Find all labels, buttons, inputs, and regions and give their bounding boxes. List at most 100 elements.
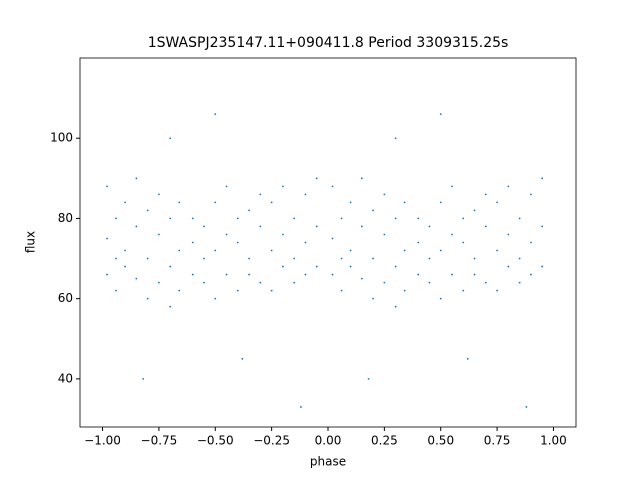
point [124, 265, 126, 268]
point [241, 357, 244, 360]
point [496, 201, 498, 204]
point [124, 249, 126, 252]
point [394, 265, 397, 268]
point [124, 201, 126, 204]
point [349, 201, 352, 204]
point [417, 217, 420, 220]
point [473, 273, 476, 276]
point [428, 281, 431, 284]
point [462, 241, 465, 244]
point [259, 281, 262, 284]
point [331, 273, 334, 276]
point [340, 289, 343, 292]
point [169, 305, 172, 308]
point [525, 406, 528, 408]
point [466, 357, 469, 360]
point [439, 113, 442, 116]
point [462, 217, 465, 220]
point [158, 193, 160, 196]
point [142, 377, 145, 380]
point [372, 209, 374, 212]
point [331, 185, 334, 188]
point [146, 209, 149, 212]
point [518, 281, 521, 284]
point [331, 237, 334, 240]
point [451, 233, 453, 236]
point [214, 201, 217, 204]
point [293, 217, 296, 220]
point [169, 217, 172, 220]
point [428, 225, 431, 228]
point [383, 281, 386, 284]
point [484, 225, 487, 228]
point [518, 257, 521, 260]
point [530, 241, 532, 244]
y-axis-label: flux [24, 231, 38, 253]
point [484, 193, 487, 196]
point [484, 281, 487, 284]
x-tick-label: 0.50 [427, 434, 454, 448]
y-tick-label: 40 [58, 371, 73, 385]
point [439, 297, 442, 300]
point [496, 249, 498, 252]
x-tick-label: 0.75 [484, 434, 511, 448]
x-axis-label: phase [310, 455, 346, 469]
point [367, 377, 370, 380]
point [304, 193, 307, 196]
point [300, 406, 302, 408]
point [106, 185, 108, 188]
point [417, 273, 420, 276]
point [106, 273, 108, 276]
point [191, 217, 194, 220]
point [203, 225, 205, 228]
point [191, 241, 194, 244]
point [507, 265, 510, 268]
point [340, 217, 343, 220]
point [225, 273, 228, 276]
point [270, 249, 273, 252]
y-tick-label: 100 [50, 131, 73, 145]
point [372, 257, 374, 260]
point [158, 233, 160, 236]
point [270, 201, 273, 204]
point [507, 233, 510, 236]
point [439, 249, 442, 252]
point [383, 233, 386, 236]
point [462, 289, 465, 292]
point [259, 225, 262, 228]
point [282, 265, 284, 268]
point [360, 225, 363, 228]
point [178, 289, 181, 292]
point [225, 233, 228, 236]
point [315, 177, 318, 180]
point [349, 249, 352, 252]
x-tick-label: −0.75 [141, 434, 178, 448]
point [293, 281, 296, 284]
point [507, 185, 510, 188]
point [293, 257, 296, 260]
point [282, 185, 284, 188]
point [225, 185, 228, 188]
point [191, 273, 194, 276]
point [236, 217, 239, 220]
x-tick-label: −0.25 [253, 434, 290, 448]
point [169, 265, 172, 268]
point [394, 137, 397, 140]
point [304, 273, 307, 276]
point [248, 273, 250, 276]
plot-frame [79, 57, 577, 428]
x-tick-label: −1.00 [84, 434, 121, 448]
chart-title: 1SWASPJ235147.11+090411.8 Period 3309315… [148, 35, 509, 51]
point [403, 201, 406, 204]
point [372, 297, 374, 300]
point [403, 289, 406, 292]
point [417, 241, 420, 244]
point [248, 209, 250, 212]
point [115, 257, 117, 260]
point [394, 305, 397, 308]
point [214, 297, 217, 300]
point [340, 257, 343, 260]
x-tick-label: 0.00 [315, 434, 342, 448]
point [259, 193, 262, 196]
point [451, 185, 453, 188]
